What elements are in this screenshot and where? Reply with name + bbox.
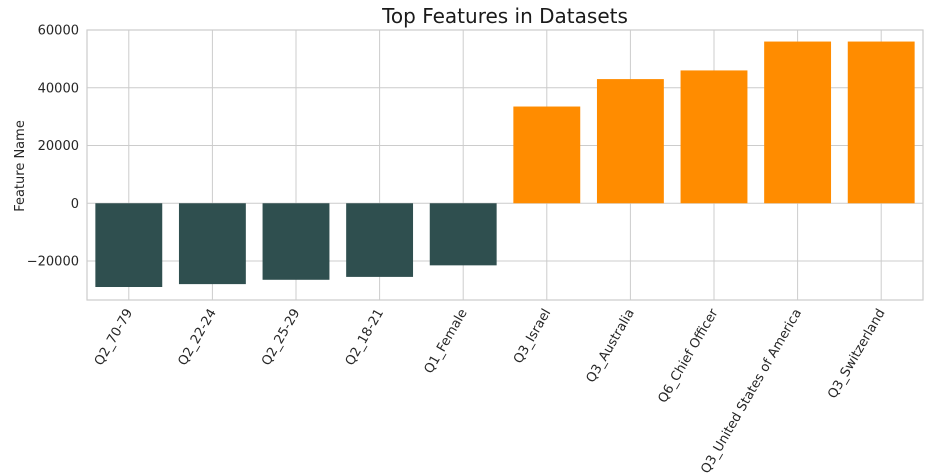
- bar: [596, 79, 664, 204]
- y-tick-label: 0: [71, 197, 79, 212]
- chart-title: Top Features in Datasets: [381, 4, 628, 28]
- y-axis-label: Feature Name: [13, 120, 28, 212]
- bar: [178, 203, 246, 285]
- bar: [346, 203, 414, 277]
- plot-frame: [86, 29, 924, 301]
- x-tick-label: Q3_Switzerland: [825, 307, 888, 402]
- y-tick-label: 40000: [38, 81, 79, 96]
- x-tick-label: Q3_Australia: [584, 307, 638, 386]
- x-tick-label: Q1_Female: [422, 307, 471, 377]
- x-tick-label: Q2_25-29: [259, 307, 303, 369]
- x-tick-label: Q2_18-21: [343, 307, 387, 369]
- bar: [764, 41, 832, 204]
- bar: [429, 203, 497, 266]
- bar: [262, 203, 330, 280]
- x-tick-label: Q3_United States of America: [698, 307, 805, 474]
- x-tick-label: Q2_22-24: [175, 307, 219, 369]
- x-tick-labels: Q2_70-79 Q2_22-24 Q2_25-29 Q2_18-21 Q1_Femal…: [92, 306, 889, 474]
- x-tick-label: Q6_Chief Officer: [656, 306, 722, 406]
- bar: [680, 70, 748, 204]
- x-tick-label: Q2_70-79: [92, 307, 136, 369]
- x-tick-label: Q3_Israel: [511, 307, 554, 367]
- bars: [95, 41, 915, 288]
- y-tick-label: 20000: [38, 139, 79, 154]
- bar: [95, 203, 163, 288]
- y-tick-labels: −20000 0 20000 40000 60000: [27, 24, 79, 270]
- bar: [513, 106, 581, 204]
- bar: [847, 41, 915, 204]
- y-tick-label: −20000: [27, 255, 79, 270]
- y-tick-label: 60000: [38, 24, 79, 39]
